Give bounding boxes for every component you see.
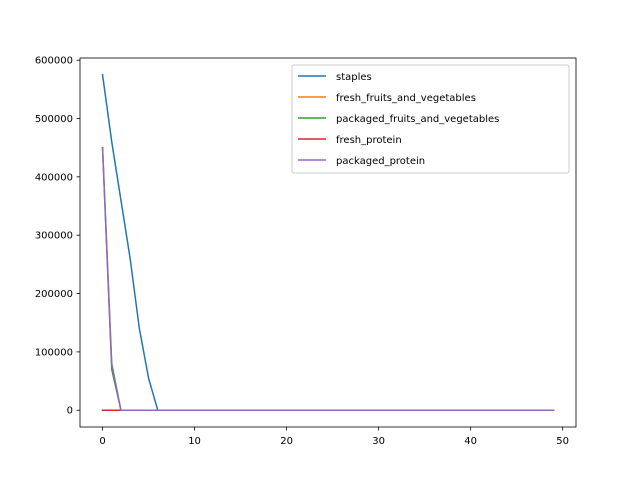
axes-frame	[79, 57, 577, 428]
y-axis: 0 100000 200000 300000 400000 500000 600000	[35, 56, 80, 417]
x-axis: 0 10 20 30 40 50	[99, 427, 569, 447]
y-tick-label: 600000	[35, 56, 73, 67]
y-tick-label: 200000	[35, 289, 73, 300]
legend-label-fresh_protein: fresh_protein	[336, 135, 402, 146]
legend-label-staples: staples	[336, 72, 372, 83]
legend-label-packaged_protein: packaged_protein	[336, 156, 425, 167]
plot-lines	[101, 73, 555, 411]
y-tick-label: 100000	[35, 347, 73, 358]
series-line-staples	[101, 73, 555, 411]
legend-label-fresh_fruits_and_vegetables: fresh_fruits_and_vegetables	[336, 93, 476, 104]
y-tick-label: 500000	[35, 114, 73, 125]
legend-label-packaged_fruits_and_vegetables: packaged_fruits_and_vegetables	[336, 114, 499, 125]
y-tick-label: 400000	[35, 172, 73, 183]
x-tick-label: 40	[464, 436, 477, 447]
x-tick-label: 10	[188, 436, 201, 447]
legend-box	[291, 64, 570, 174]
x-tick-label: 20	[280, 436, 293, 447]
legend: staples fresh_fruits_and_vegetablespackag…	[291, 64, 570, 174]
series-line-packaged_protein	[101, 146, 555, 411]
y-tick-label: 300000	[35, 231, 73, 242]
x-tick-label: 50	[556, 436, 569, 447]
y-tick-label: 0	[67, 406, 73, 417]
x-tick-label: 30	[372, 436, 385, 447]
x-tick-label: 0	[99, 436, 105, 447]
